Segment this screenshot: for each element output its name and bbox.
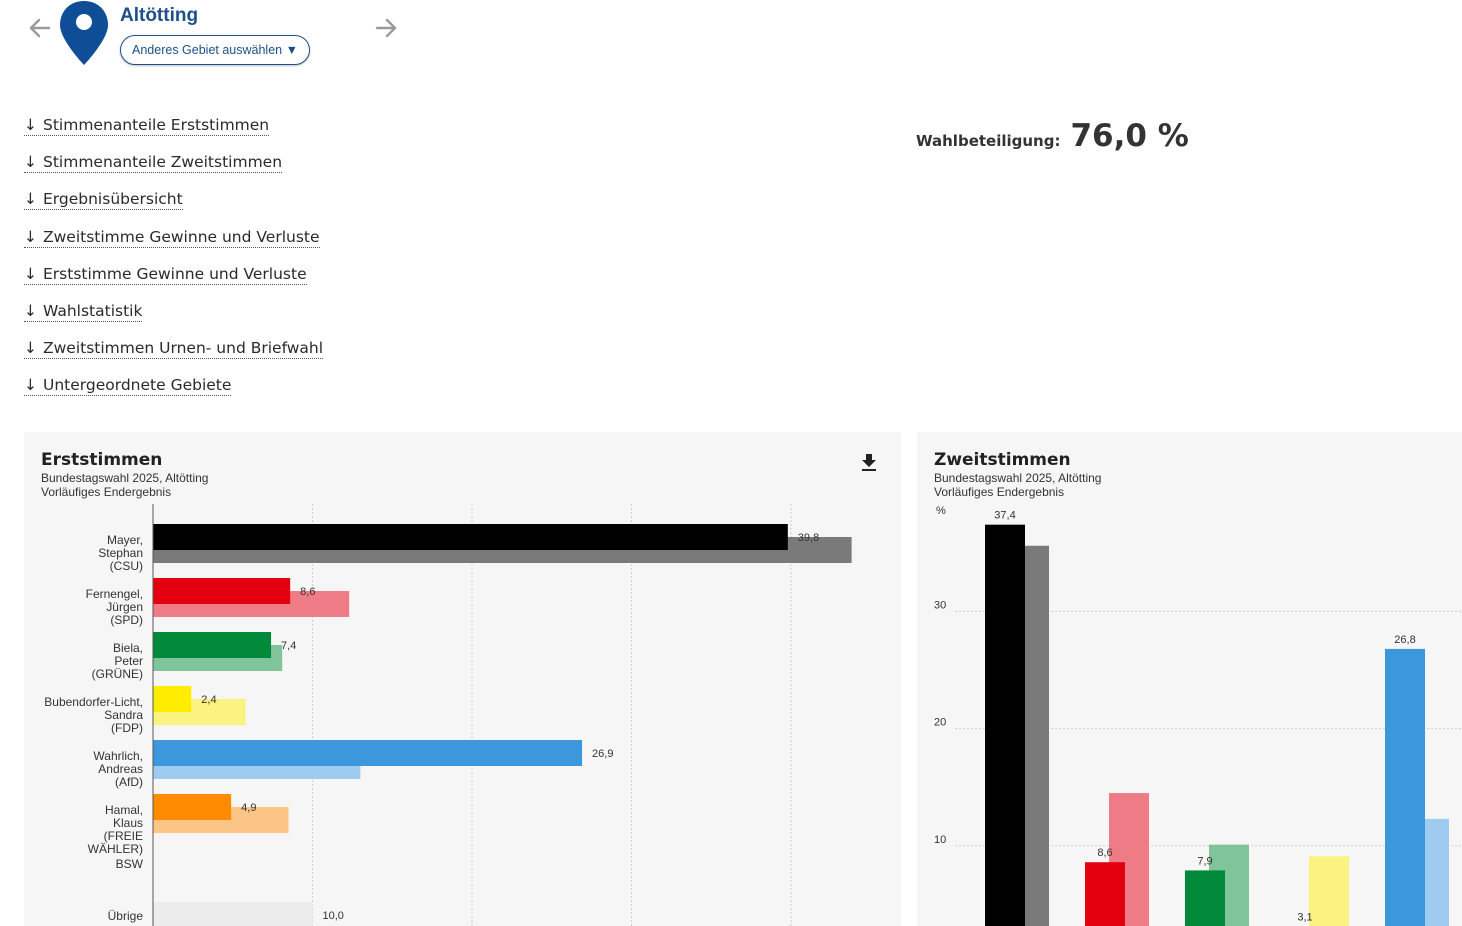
category-label: BSW [116, 857, 144, 871]
category-label: Sandra [104, 708, 143, 722]
data-label: 3,1 [1297, 912, 1312, 924]
arrow-down-icon: ↓ [24, 116, 37, 134]
turnout-label: Wahlbeteiligung: [916, 132, 1061, 150]
data-label: 8,6 [300, 586, 315, 598]
category-label: Bubendorfer-Licht, [44, 695, 143, 709]
category-label: Klaus [113, 816, 143, 830]
arrow-down-icon: ↓ [24, 376, 37, 395]
previous-area-arrow-icon[interactable] [25, 13, 55, 43]
category-label: Übrige [108, 909, 144, 923]
category-label: Andreas [98, 762, 143, 776]
category-label: Stephan [98, 546, 143, 560]
turnout-value: 76,0 % [1070, 118, 1189, 154]
bar-prior [1309, 856, 1349, 926]
panel-subtitle: Bundestagswahl 2025, Altötting [934, 471, 1102, 485]
panel-subtitle: Bundestagswahl 2025, Altötting [41, 471, 209, 485]
next-area-arrow-icon[interactable] [371, 13, 401, 43]
arrow-down-icon: ↓ [24, 339, 37, 358]
arrow-down-icon: ↓ [24, 227, 37, 246]
bar-current [153, 578, 291, 604]
category-label: Jürgen [106, 600, 143, 614]
category-label: Biela, [113, 641, 143, 655]
download-icon[interactable] [860, 452, 878, 472]
y-tick-label: 20 [934, 717, 946, 729]
category-label: Wahrlich, [93, 749, 143, 763]
category-label: Mayer, [107, 533, 143, 547]
data-label: 39,8 [798, 532, 819, 544]
arrow-down-icon: ↓ [24, 264, 37, 283]
category-label: Peter [114, 654, 143, 668]
arrow-down-icon: ↓ [24, 301, 37, 320]
category-label: (AfD) [115, 775, 143, 789]
jump-link-urnen-briefwahl[interactable]: ↓ Zweitstimmen Urnen- und Briefwahl [24, 339, 324, 360]
panel-title: Zweitstimmen [934, 450, 1071, 470]
panel-title: Erststimmen [41, 450, 163, 470]
erststimmen-panel: 39,8 Mayer, Stephan (CSU) 8,6 Fernengel, Jürge… [24, 432, 901, 926]
data-label: 10,0 [323, 910, 344, 922]
category-label: Hamal, [105, 803, 143, 817]
bar-current [153, 686, 192, 712]
zweitstimmen-panel: 10 20 30% 37,4 8,6 7,9 3,1 26,8 Zweitstimmen Bu… [917, 432, 1462, 926]
bar-current [153, 740, 583, 766]
bar-current [1085, 862, 1125, 926]
bar-current [1185, 870, 1225, 926]
data-label: 4,9 [241, 802, 256, 814]
jump-link-erststimme-gewinne-verluste[interactable]: ↓ Erststimme Gewinne und Verluste [24, 264, 307, 285]
bar-current [153, 902, 313, 926]
jump-link-zweitstimme-gewinne-verluste[interactable]: ↓ Zweitstimme Gewinne und Verluste [24, 227, 320, 248]
jump-link-untergeordnete-gebiete[interactable]: ↓ Untergeordnete Gebiete [24, 376, 232, 397]
category-label: (FREIE [104, 829, 143, 843]
bar-current [1385, 648, 1425, 926]
panel-subtitle-status: Vorläufiges Endergebnis [934, 485, 1065, 499]
data-label: 8,6 [1097, 847, 1112, 859]
jump-link-list: ↓ Stimmenanteile Erststimmen ↓ Stimmenante… [24, 115, 324, 413]
category-label: (CSU) [110, 559, 143, 573]
bar-current [153, 632, 272, 658]
erststimmen-chart: 39,8 Mayer,Stephan(CSU) 8,6 Fernengel,Jürge… [44, 504, 852, 926]
y-tick-label: 30 [934, 599, 946, 611]
data-label: 7,4 [281, 640, 296, 652]
jump-link-wahlstatistik[interactable]: ↓ Wahlstatistik [24, 301, 143, 322]
data-label: 7,9 [1197, 855, 1212, 867]
location-pin-icon [59, 0, 109, 66]
jump-link-ergebnisuebersicht[interactable]: ↓ Ergebnisübersicht [24, 190, 183, 211]
category-label: (GRÜNE) [92, 667, 143, 681]
bar-current [153, 794, 232, 820]
bar-current [985, 524, 1025, 926]
data-label: 37,4 [994, 510, 1015, 522]
panel-subtitle-status: Vorläufiges Endergebnis [41, 485, 172, 499]
data-label: 2,4 [201, 694, 216, 706]
turnout: Wahlbeteiligung: 76,0 % [916, 118, 1189, 154]
arrow-down-icon: ↓ [24, 153, 37, 172]
y-tick-label: 10 [934, 834, 946, 846]
category-label: WÄHLER) [88, 842, 143, 856]
jump-link-erststimmen[interactable]: ↓ Stimmenanteile Erststimmen [24, 116, 270, 136]
y-axis-unit-label: % [936, 505, 946, 517]
data-label: 26,9 [592, 748, 613, 760]
arrow-down-icon: ↓ [24, 190, 37, 209]
category-label: Fernengel, [86, 587, 143, 601]
jump-link-zweitstimmen[interactable]: ↓ Stimmenanteile Zweitstimmen [24, 153, 283, 174]
bar-current [153, 524, 788, 550]
data-label: 26,8 [1394, 634, 1415, 646]
category-label: (FDP) [111, 721, 143, 735]
category-label: (SPD) [110, 613, 143, 627]
zweitstimmen-chart: 10 20 30% 37,4 8,6 7,9 3,1 26,8 [934, 505, 1462, 926]
select-area-button[interactable]: Anderes Gebiet auswählen ▼ [120, 35, 310, 65]
area-title: Altötting [120, 5, 199, 26]
